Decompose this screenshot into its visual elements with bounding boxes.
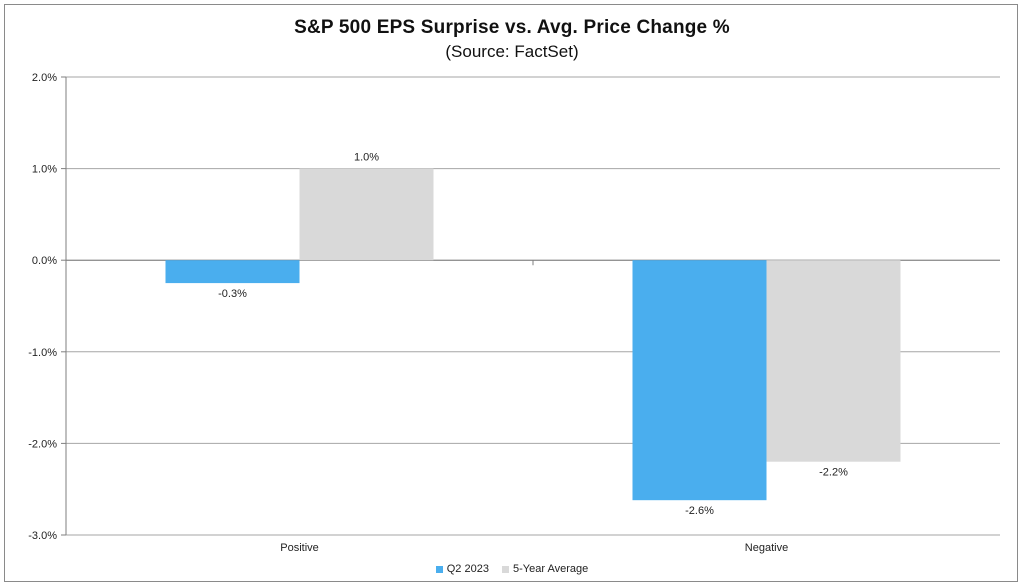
bars <box>165 168 901 501</box>
legend-item-series-2: 5-Year Average <box>502 563 588 575</box>
chart-title: S&P 500 EPS Surprise vs. Avg. Price Chan… <box>294 17 730 38</box>
bar <box>165 260 300 284</box>
data-label: -2.2% <box>819 467 848 479</box>
legend-label-series-1: Q2 2023 <box>446 563 489 575</box>
data-label: 1.0% <box>354 152 379 164</box>
legend-swatch-series-2 <box>502 565 510 573</box>
x-category-label: Positive <box>280 542 319 554</box>
bar <box>299 168 434 261</box>
y-tick-label: -2.0% <box>28 438 57 450</box>
bar <box>766 260 901 462</box>
legend: Q2 2023 5-Year Average <box>0 563 1024 576</box>
legend-item-series-1: Q2 2023 <box>435 563 489 575</box>
y-tick-label: -1.0% <box>28 347 57 359</box>
chart-subtitle: (Source: FactSet) <box>445 42 579 61</box>
data-label: -0.3% <box>218 288 247 300</box>
y-tick-label: -3.0% <box>28 530 57 542</box>
bar <box>632 260 767 501</box>
legend-label-series-2: 5-Year Average <box>513 563 589 575</box>
x-category-label: Negative <box>745 542 788 554</box>
y-tick-label: 2.0% <box>32 72 57 84</box>
y-tick-label: 0.0% <box>32 255 57 267</box>
data-labels: -0.3% 1.0% -2.6% -2.2% <box>218 152 848 518</box>
y-tick-label: 1.0% <box>32 164 57 176</box>
data-label: -2.6% <box>685 505 714 517</box>
legend-swatch-series-1 <box>435 565 443 573</box>
